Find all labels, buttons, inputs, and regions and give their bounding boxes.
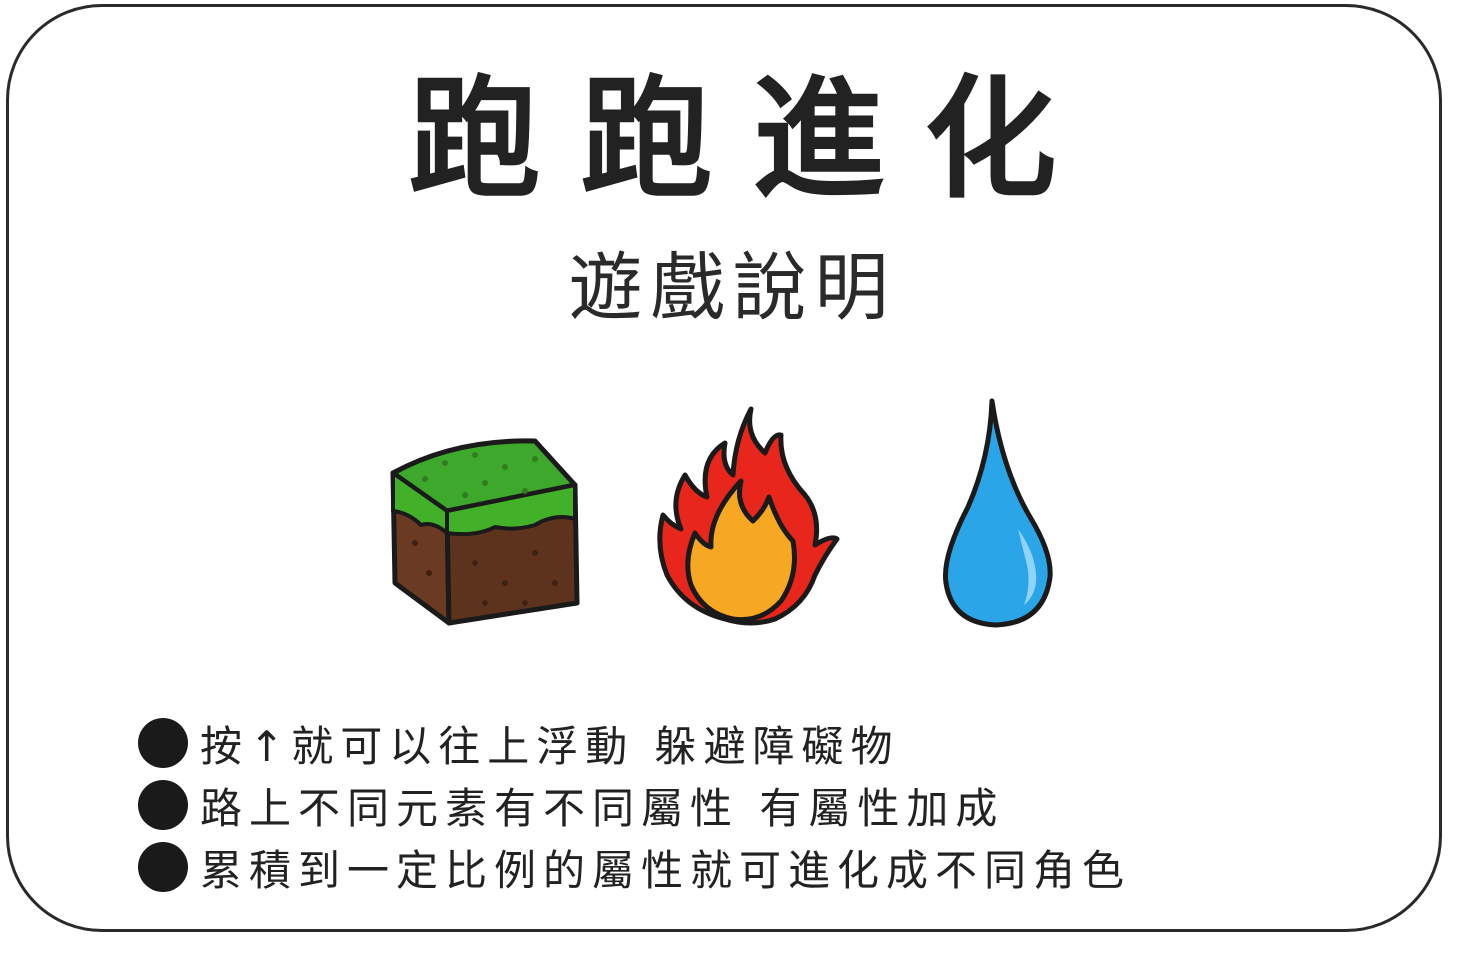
rule-text: 按↑就可以往上浮動 躲避障礙物 xyxy=(200,721,900,771)
rule-item: 累積到一定比例的屬性就可進化成不同角色 xyxy=(138,836,1428,898)
instructions-subtitle: 遊戲說明 xyxy=(568,245,897,331)
rule-item: 路上不同元素有不同屬性 有屬性加成 xyxy=(138,774,1428,836)
grass-block-icon xyxy=(390,438,580,626)
rule-item: 按↑就可以往上浮動 躲避障礙物 xyxy=(138,712,1428,774)
water-drop-icon xyxy=(943,398,1053,628)
bullet-icon xyxy=(138,718,188,768)
element-icons xyxy=(0,395,1465,635)
rule-text: 路上不同元素有不同屬性 有屬性加成 xyxy=(200,783,1005,833)
rules-list: 按↑就可以往上浮動 躲避障礙物 路上不同元素有不同屬性 有屬性加成 累積到一定比… xyxy=(138,712,1428,898)
fire-icon xyxy=(657,406,840,626)
game-title: 跑跑進化 xyxy=(408,63,1097,217)
bullet-icon xyxy=(138,780,188,830)
bullet-icon xyxy=(138,842,188,892)
rule-text: 累積到一定比例的屬性就可進化成不同角色 xyxy=(200,845,1132,895)
